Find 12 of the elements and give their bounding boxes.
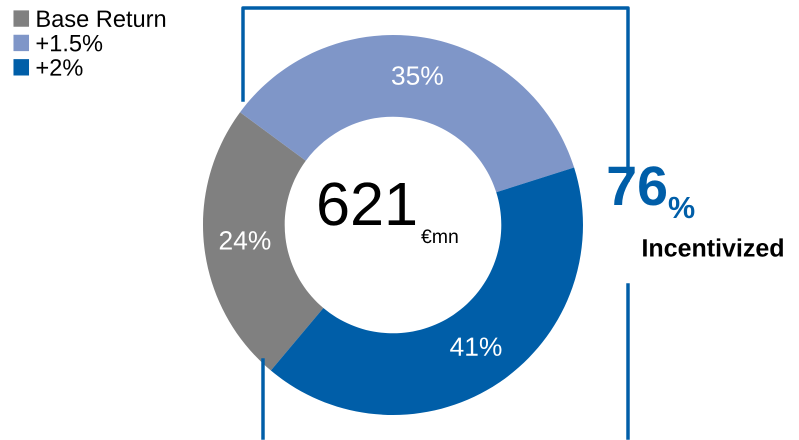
text: Incentivized xyxy=(643,238,783,257)
donut-slice xyxy=(270,168,583,415)
text: 621 xyxy=(319,182,416,226)
text: €mn xyxy=(421,229,458,244)
data-label: 41% xyxy=(450,337,502,356)
legend-label: Base Return xyxy=(37,10,166,28)
text: 76 xyxy=(608,166,666,206)
legend-label: +1.5% xyxy=(36,34,102,52)
legend-label: +2% xyxy=(36,59,82,76)
text: % xyxy=(668,196,694,218)
data-label: 24% xyxy=(220,231,270,250)
data-label: 35% xyxy=(392,66,443,85)
